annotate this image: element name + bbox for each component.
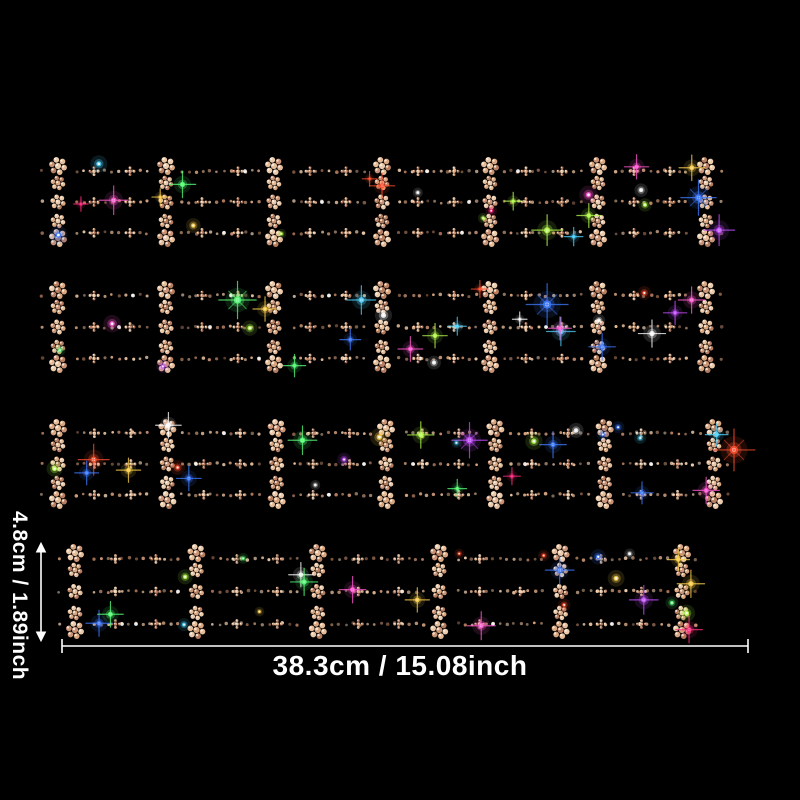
height-dimension-line	[35, 541, 47, 643]
width-dimension-label: 38.3cm / 15.08inch	[272, 650, 528, 681]
arrow-up-icon	[35, 541, 47, 553]
arrow-down-icon	[35, 631, 47, 643]
height-dimension-label: 4.8cm / 1.89inch	[8, 511, 31, 681]
width-dimension-line	[61, 639, 749, 653]
